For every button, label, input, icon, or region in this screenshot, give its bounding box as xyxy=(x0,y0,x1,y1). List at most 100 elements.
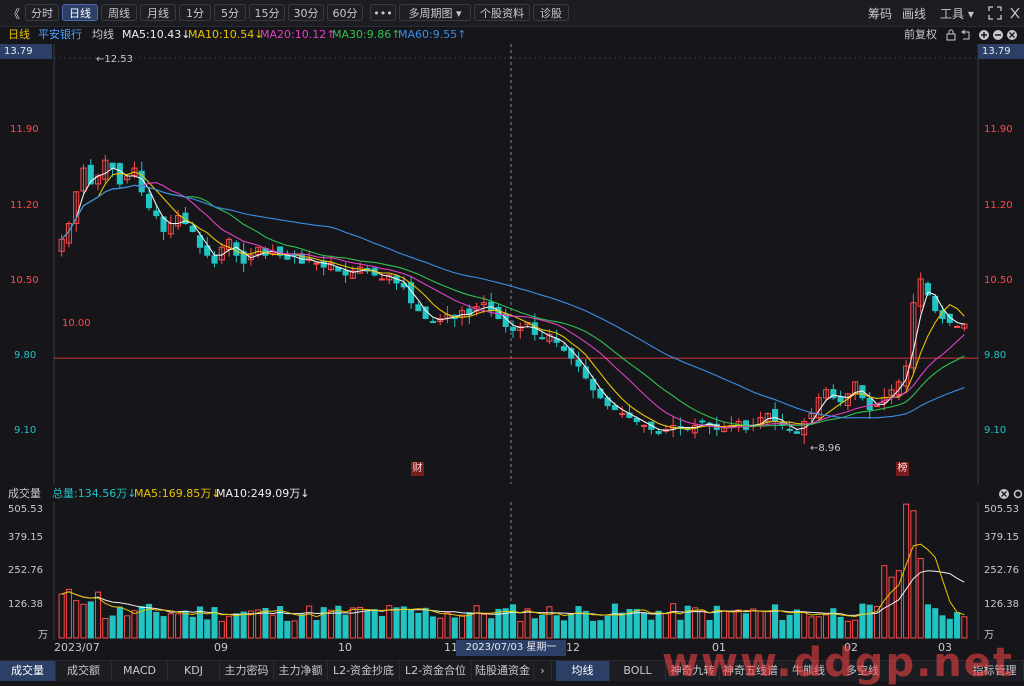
fullscreen-icon[interactable] xyxy=(988,6,1002,20)
tab-kdj[interactable]: KDJ xyxy=(168,661,220,681)
volume-bar xyxy=(844,620,851,639)
period-tab-1min[interactable]: 1分 xyxy=(179,4,211,21)
volume-bar xyxy=(444,612,451,639)
close-icon[interactable] xyxy=(1007,30,1017,40)
tab-l2-position[interactable]: L2-资金合位 xyxy=(400,661,472,681)
period-label: 日线 xyxy=(8,28,30,41)
volume-bar xyxy=(262,607,269,639)
price-label-r4: 9.80 xyxy=(984,350,1007,361)
volume-bar xyxy=(626,609,633,639)
candle xyxy=(509,320,517,338)
finance-tag[interactable]: 财 xyxy=(411,462,424,476)
date-label-4: 12 xyxy=(566,641,580,654)
zoom-out-icon[interactable] xyxy=(993,30,1003,40)
undo-icon[interactable] xyxy=(961,29,970,40)
candle xyxy=(793,429,800,434)
stock-info-button[interactable]: 个股资料 xyxy=(474,4,530,21)
rank-tag[interactable]: 榜 xyxy=(896,462,909,476)
candle xyxy=(517,322,524,339)
volume-bar xyxy=(408,609,415,639)
tab-main-code[interactable]: 主力密码 xyxy=(220,661,274,681)
period-tab-5min[interactable]: 5分 xyxy=(214,4,246,21)
volume-bar xyxy=(94,591,102,639)
multi-period-button[interactable]: 多周期图 ▾ xyxy=(399,4,471,21)
back-button[interactable]: 《 xyxy=(8,7,21,21)
settings-gear-icon[interactable] xyxy=(1013,489,1022,499)
lock-icon[interactable] xyxy=(946,29,956,41)
tab-longshort[interactable]: 多空线 xyxy=(836,661,890,681)
volume-bar xyxy=(153,611,160,639)
high-marker-value: 12.53 xyxy=(104,54,134,65)
volume-bar xyxy=(138,605,145,639)
volume-bar xyxy=(699,609,706,639)
date-label-1: 09 xyxy=(214,641,228,654)
volume-bar xyxy=(298,614,305,639)
volume-bar xyxy=(226,615,233,639)
volume-bar xyxy=(866,604,873,639)
volume-bar xyxy=(349,607,356,639)
more-button[interactable]: ••• xyxy=(370,4,396,21)
volume-bar xyxy=(458,614,466,639)
chips-button[interactable]: 筹码 xyxy=(868,7,893,21)
period-tab-60min[interactable]: 60分 xyxy=(327,4,363,21)
tab-boll[interactable]: BOLL xyxy=(610,661,666,681)
draw-line-button[interactable]: 画线 xyxy=(902,7,927,21)
volume-bar xyxy=(954,612,961,639)
volume-bar xyxy=(335,605,342,639)
candle xyxy=(619,406,626,419)
tab-scroll-right-icon[interactable]: › xyxy=(534,661,552,681)
volume-bar xyxy=(560,620,568,639)
ma20-label: MA20:10.12↑ xyxy=(260,28,336,41)
candle xyxy=(204,236,211,259)
period-tab-15min[interactable]: 15分 xyxy=(249,4,285,21)
period-tab-30min[interactable]: 30分 xyxy=(288,4,324,21)
volume-bar xyxy=(640,612,648,639)
tab-macd[interactable]: MACD xyxy=(112,661,168,681)
chart-controls xyxy=(946,29,1017,41)
tab-bullbear[interactable]: 牛熊线 xyxy=(782,661,836,681)
tab-l2-bottom[interactable]: L2-资金抄底 xyxy=(328,661,400,681)
tab-magic5[interactable]: 神奇五线谱 xyxy=(720,661,782,681)
volume-bar xyxy=(233,613,240,639)
period-tab-daily[interactable]: 日线 xyxy=(62,4,98,21)
tab-main-net[interactable]: 主力净额 xyxy=(274,661,328,681)
volume-bar xyxy=(357,606,364,639)
volume-bar xyxy=(342,614,349,639)
volume-bar xyxy=(284,620,291,639)
volume-bar xyxy=(830,608,837,639)
volume-bar xyxy=(815,616,822,639)
ma60-line xyxy=(61,184,965,419)
volume-chart[interactable] xyxy=(0,502,1024,640)
volume-legend-row: 成交量 总量:134.56万↓ MA5:169.85万↓ MA10:249.09… xyxy=(0,486,1024,502)
tab-northbound[interactable]: 陆股通资金 xyxy=(472,661,534,681)
period-tab-intraday[interactable]: 分时 xyxy=(25,4,59,21)
tools-button[interactable]: 工具 ▾ xyxy=(940,7,974,21)
volume-bar xyxy=(822,614,830,639)
settings-icon[interactable] xyxy=(1009,6,1021,20)
volume-bar xyxy=(524,608,531,639)
tab-ma[interactable]: 均线 xyxy=(556,661,610,681)
period-tab-weekly[interactable]: 周线 xyxy=(101,4,137,21)
volume-bar xyxy=(713,605,720,639)
volume-bar xyxy=(735,609,742,639)
avg-label[interactable]: 均线 xyxy=(92,28,114,41)
adjust-label[interactable]: 前复权 xyxy=(904,28,937,41)
candle xyxy=(830,384,837,400)
candle xyxy=(65,221,72,248)
volume-bar xyxy=(619,612,626,639)
vol-label-0: 505.53 xyxy=(8,504,43,515)
tab-magic9[interactable]: 神奇九转 xyxy=(666,661,720,681)
zoom-in-icon[interactable] xyxy=(979,30,989,40)
volume-bar xyxy=(422,607,429,639)
volume-bar xyxy=(509,604,517,639)
volume-bar xyxy=(677,619,684,639)
volume-bar xyxy=(917,557,924,639)
tab-turnover[interactable]: 成交额 xyxy=(56,661,112,681)
period-tab-monthly[interactable]: 月线 xyxy=(140,4,176,21)
diagnose-button[interactable]: 诊股 xyxy=(533,4,569,21)
volume-bar xyxy=(415,612,422,639)
close-volume-icon[interactable] xyxy=(999,489,1009,499)
stock-name[interactable]: 平安银行 xyxy=(38,28,82,41)
tab-volume[interactable]: 成交量 xyxy=(0,661,56,681)
candlestick-chart[interactable] xyxy=(0,44,1024,484)
